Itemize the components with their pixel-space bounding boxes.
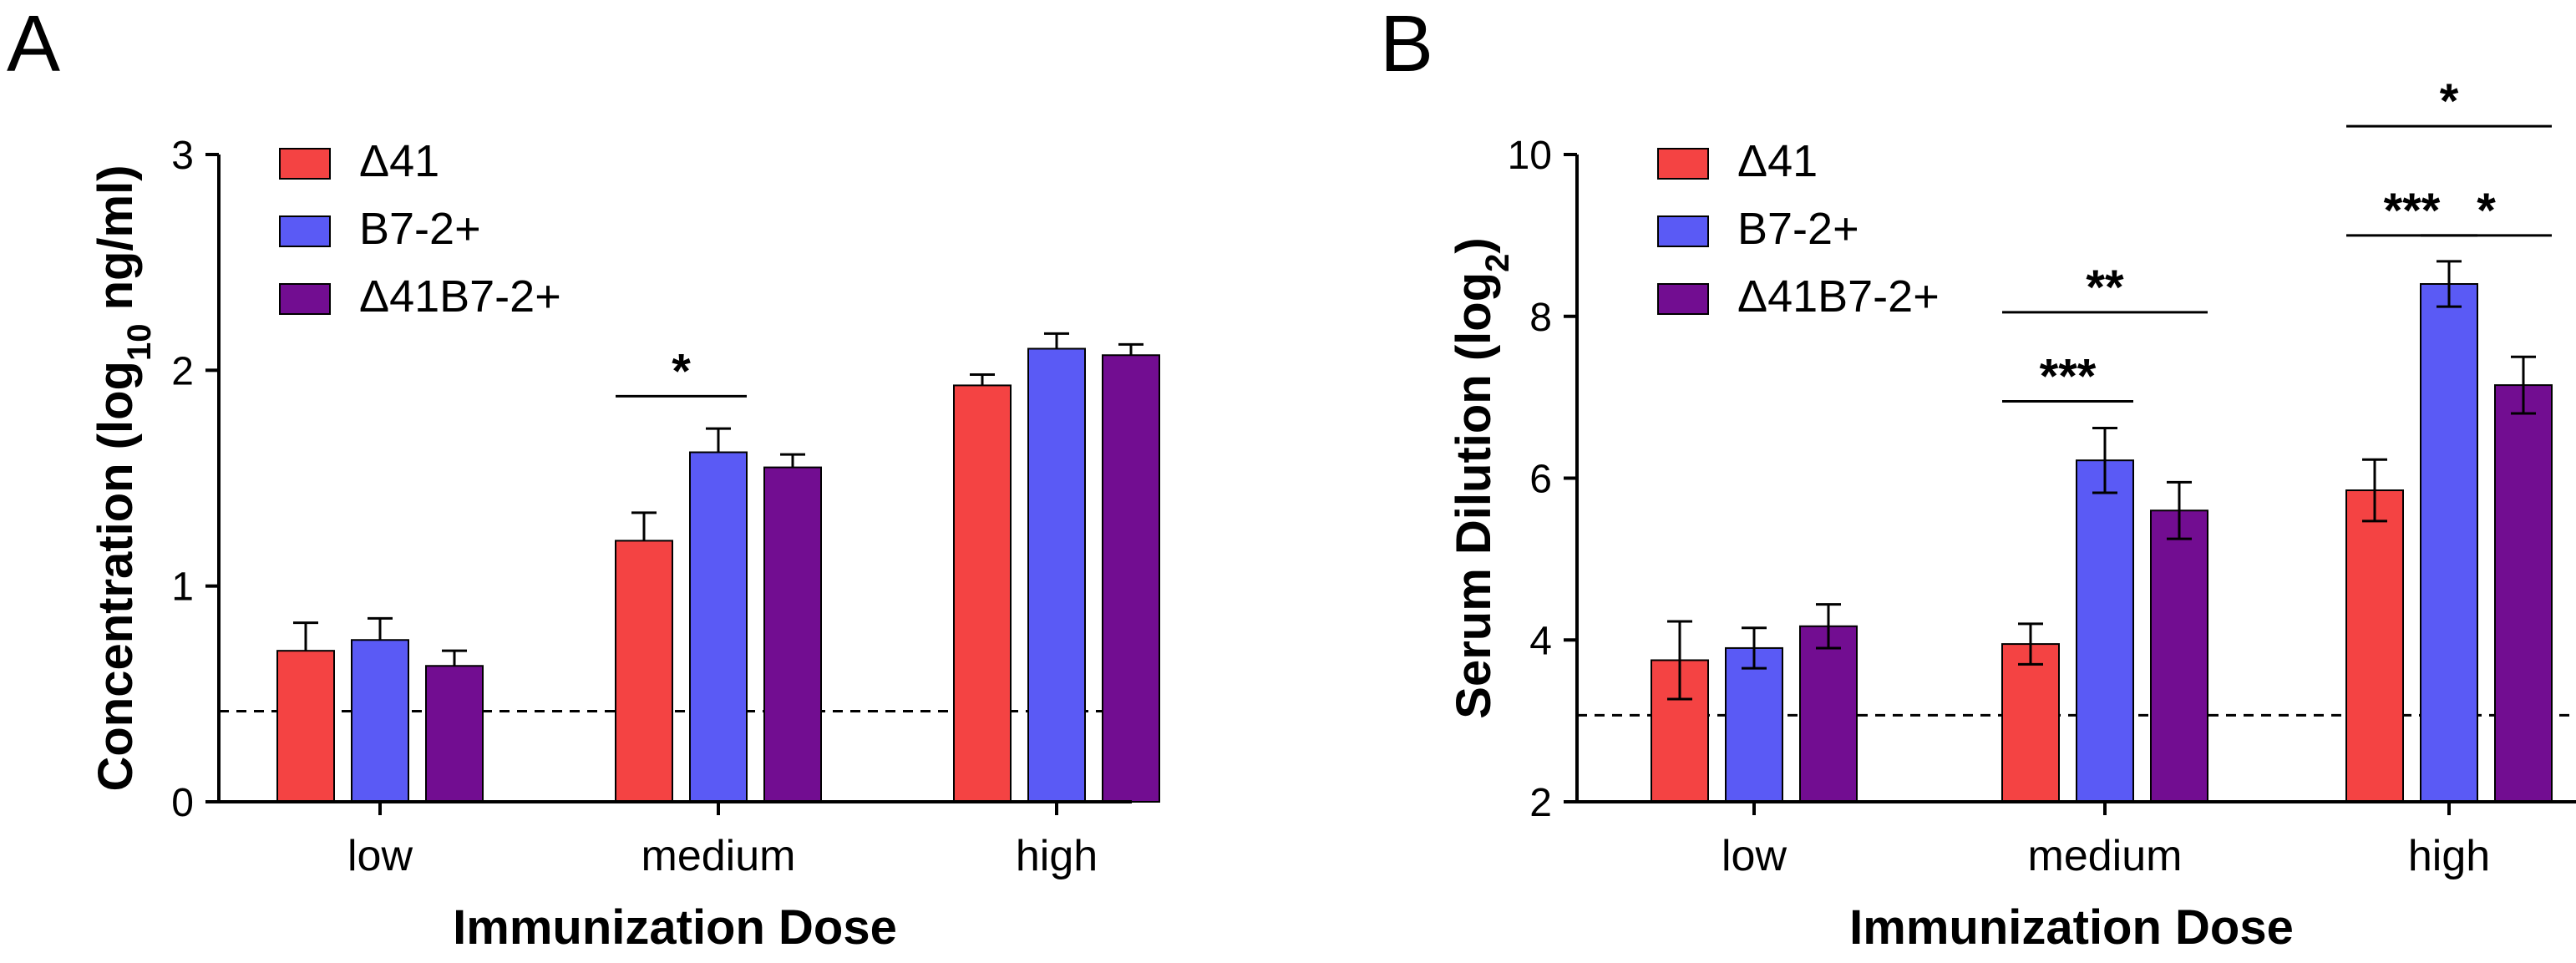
x-tick-label: low [1722,832,1787,880]
legend-label: B7-2+ [359,204,481,254]
y-tick-label: 4 [1529,619,1552,663]
significance-label: * [672,344,691,398]
bar [351,639,409,803]
bar [2345,489,2404,803]
legend-label: B7-2+ [1737,204,1859,254]
bar [2001,643,2060,803]
panel-letter: A [7,0,60,89]
y-tick-label: 0 [171,781,194,825]
x-axis-title: Immunization Dose [453,900,897,955]
panel-a: A 0 1 2 3 low medium high Immunization Dose Conce… [7,0,1160,955]
y-axis-title: Concentration (log10 ng/ml) [89,165,158,791]
bar [689,451,748,803]
x-tick-label: medium [641,832,796,880]
y-axis-title-unit: ng/ml) [89,165,143,323]
y-tick-label: 8 [1529,296,1552,340]
panel-b: B 2 4 6 8 10 low medium high Immunization Dose Ser… [1380,0,2576,955]
bar [953,384,1012,803]
legend-label: Δ41B7-2+ [1737,271,1940,322]
y-tick-label: 3 [171,134,194,178]
y-axis-title: Serum Dilution (log2) [1447,237,1516,718]
significance-label: * [2440,74,2459,129]
legend-label: Δ41 [1737,136,1818,186]
significance-label: * [2477,184,2496,238]
y-axis-title-subscript: 10 [121,324,158,362]
y-axis-title-main: Concentration (log [89,361,143,792]
y-axis-title-main: Serum Dilution (log [1447,272,1501,719]
y-tick-label: 1 [171,565,194,610]
legend-swatch [1657,283,1709,315]
y-tick-label: 6 [1529,458,1552,502]
bar [2076,459,2134,803]
bar [1027,347,1086,803]
legend-swatch [1657,148,1709,180]
legend-label: Δ41 [359,136,439,186]
x-tick-label: high [1016,832,1098,880]
y-axis-title-unit: ) [1447,237,1501,253]
bar [276,650,335,803]
y-axis-title-subscript: 2 [1479,254,1516,272]
legend-swatch [279,283,331,315]
panel-letter: B [1380,0,1433,89]
legend-swatch [279,148,331,180]
legend-swatch [279,215,331,247]
significance-label: ** [2086,261,2124,315]
bar [1102,354,1160,803]
x-tick-label: low [347,832,413,880]
legend-swatch [1657,215,1709,247]
x-tick-label: medium [2028,832,2183,880]
x-tick-label: high [2408,832,2490,880]
x-axis-title: Immunization Dose [1849,900,2294,955]
bar [2420,283,2478,803]
y-tick-label: 10 [1508,134,1552,178]
significance-label: *** [2040,349,2097,403]
bar [2150,509,2208,803]
bar [1799,625,1858,803]
significance-label: *** [2384,184,2441,238]
bar [1725,646,1783,803]
bar [2494,384,2553,803]
bar [763,466,822,803]
y-tick-label: 2 [171,349,194,393]
bar [425,665,484,803]
bar [615,540,673,803]
y-tick-label: 2 [1529,781,1552,825]
legend-label: Δ41B7-2+ [359,271,561,322]
